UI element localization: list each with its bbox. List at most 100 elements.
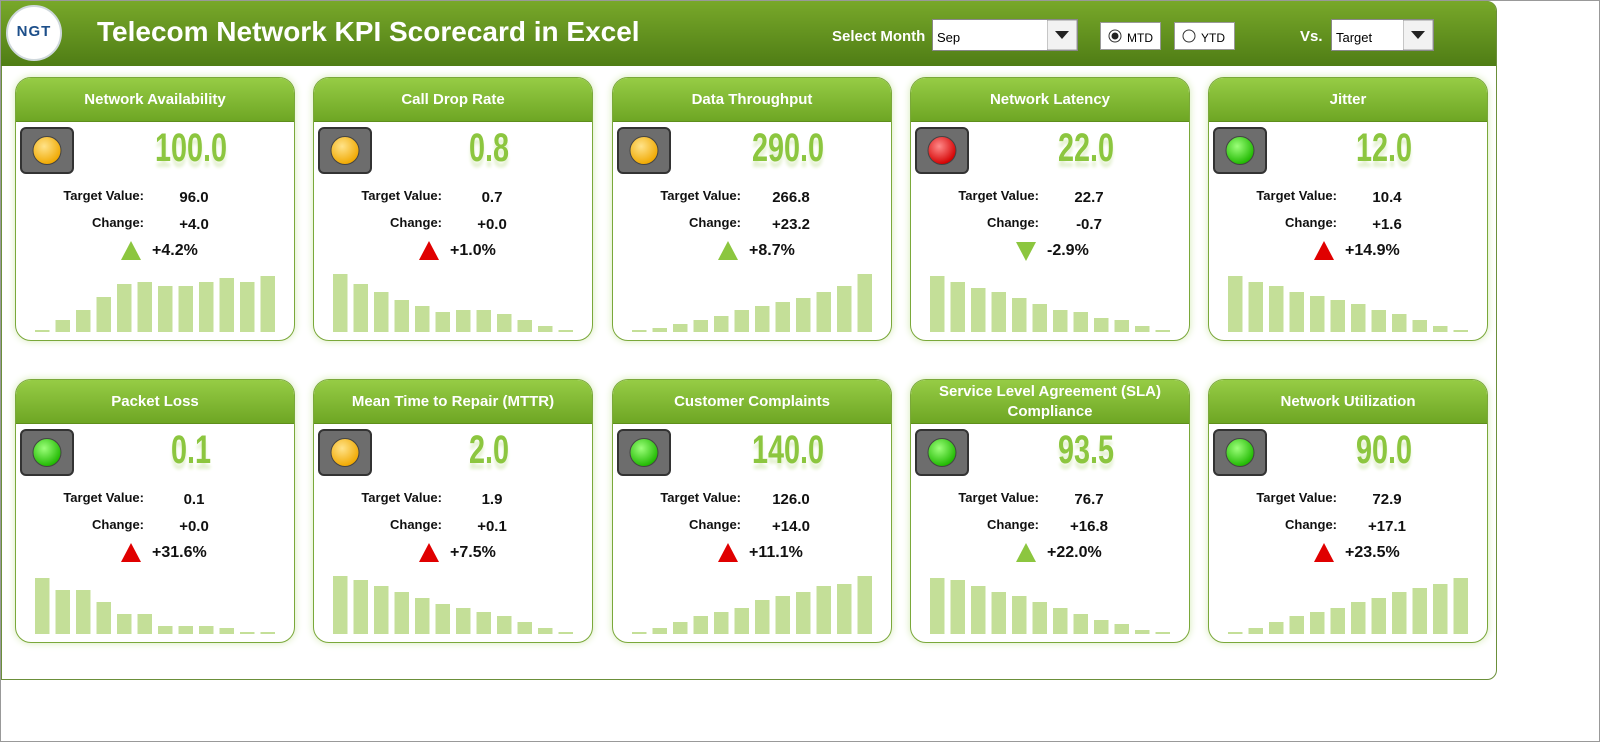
card-title: Network Latency [911,78,1189,122]
trend-arrow [1016,242,1036,261]
kpi-value: 22.0 [1057,126,1115,170]
trend-bar [837,584,852,634]
trend-bar [558,330,573,332]
trend-bar [652,628,667,634]
trend-bar [1248,628,1263,634]
dropdown-button[interactable] [1047,20,1077,50]
kpi-card: Customer Complaints 140.0 Target Value: 126… [612,379,892,643]
trend-bar [1392,592,1407,634]
trend-bar [456,608,471,634]
kpi-card: Data Throughput 290.0 Target Value: 266.8 Ch… [612,77,892,341]
trend-bar [415,306,430,332]
trend-bar [178,286,193,332]
trend-arrow [718,543,738,562]
trend-bar [497,314,512,332]
trend-bar [632,330,647,332]
trend-bar [96,297,111,332]
trend-bar [1453,578,1468,634]
trend-bar [991,292,1006,332]
trend-bar [1330,608,1345,634]
arrow-shape [121,543,141,562]
status-light [1213,127,1267,174]
change-label: Change: [987,517,1039,532]
mode-radio[interactable]: MTD [1100,22,1161,50]
change-value: +1.6 [1372,216,1402,233]
trend-bar [950,282,965,332]
change-value: +16.8 [1070,518,1108,535]
trend-bar [96,602,111,634]
month-dropdown[interactable]: Sep [932,19,1078,51]
change-value: +0.0 [179,518,209,535]
radio-label: YTD [1201,31,1225,45]
trend-bar [374,292,389,332]
trend-bar [117,284,132,332]
trend-bar [930,276,945,332]
sparkline [632,576,872,634]
change-label: Change: [390,215,442,230]
trend-bar [652,328,667,332]
trend-bar [1094,318,1109,332]
change-value: +23.2 [772,216,810,233]
trend-bar [1351,304,1366,332]
trend-bar [1073,614,1088,634]
sparkline [1228,578,1468,634]
arrow-shape [1314,543,1334,562]
target-label: Target Value: [361,490,442,505]
light-bulb [330,136,360,165]
trend-bar [816,586,831,634]
sparkline [930,578,1170,634]
trend-bar [837,286,852,332]
sparkline [1228,276,1468,332]
target-value: 72.9 [1372,491,1402,508]
trend-bar [930,578,945,634]
target-label: Target Value: [63,490,144,505]
radio-circle [1182,29,1196,43]
trend-bar [260,276,275,332]
trend-bar [1289,616,1304,634]
trend-bar [538,628,553,634]
trend-bar [333,274,348,332]
mode-radio[interactable]: YTD [1174,22,1235,50]
trend-bar [435,604,450,634]
light-bulb [629,438,659,467]
status-light [1213,429,1267,476]
change-percent: +1.0% [450,242,496,259]
vs-dropdown[interactable]: Target [1331,19,1434,51]
dropdown-button[interactable] [1403,20,1433,50]
trend-bar [55,590,70,634]
trend-bar [517,622,532,634]
trend-bar [1412,320,1427,332]
card-title: Data Throughput [613,78,891,122]
trend-bar [1032,304,1047,332]
arrow-shape [419,241,439,260]
target-value: 1.9 [481,491,503,508]
status-light [318,429,372,476]
target-value: 76.7 [1074,491,1104,508]
trend-bar [1114,320,1129,332]
trend-arrow [1314,543,1334,562]
dashboard-title: Telecom Network KPI Scorecard in Excel [97,16,640,47]
radio-ring [1182,29,1196,43]
target-label: Target Value: [958,188,1039,203]
trend-bar [415,598,430,634]
change-value: +0.1 [477,518,507,535]
change-label: Change: [689,215,741,230]
trend-bar [178,626,193,634]
radio-label: MTD [1127,31,1153,45]
trend-bar [394,300,409,332]
change-label: Change: [92,517,144,532]
trend-bar [1155,330,1170,332]
trend-bar [76,310,91,332]
target-value: 10.4 [1372,189,1402,206]
kpi-value: 0.1 [170,428,212,472]
trend-bar [1371,598,1386,634]
trend-bar [796,592,811,634]
target-label: Target Value: [958,490,1039,505]
trend-bar [517,320,532,332]
trend-bar [158,286,173,332]
sparkline [333,274,573,332]
trend-arrow [1016,543,1036,562]
trend-bar [219,278,234,332]
trend-bar [1135,326,1150,332]
trend-bar [971,586,986,634]
